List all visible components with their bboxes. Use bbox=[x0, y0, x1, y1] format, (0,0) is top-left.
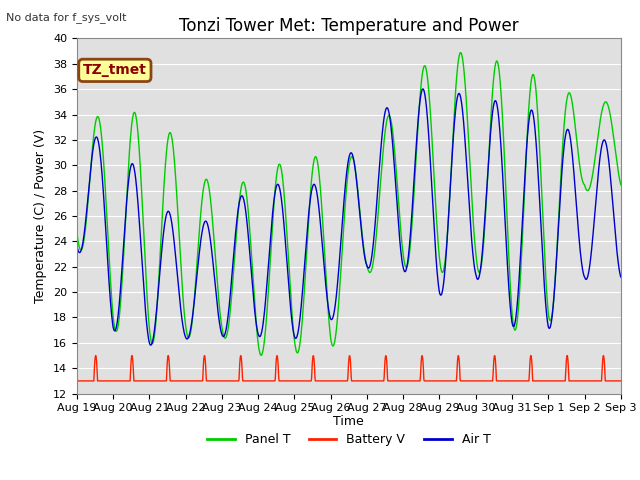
X-axis label: Time: Time bbox=[333, 415, 364, 428]
Air T bbox=[195, 261, 202, 266]
Line: Battery V: Battery V bbox=[77, 356, 621, 381]
Panel T bbox=[457, 50, 465, 56]
Battery V bbox=[617, 378, 625, 384]
Y-axis label: Temperature (C) / Power (V): Temperature (C) / Power (V) bbox=[35, 129, 47, 303]
Battery V bbox=[600, 353, 607, 359]
Panel T bbox=[73, 229, 81, 235]
Air T bbox=[181, 333, 189, 338]
Panel T bbox=[434, 230, 442, 236]
Air T bbox=[617, 274, 625, 280]
Air T bbox=[419, 86, 426, 92]
Text: No data for f_sys_volt: No data for f_sys_volt bbox=[6, 12, 127, 23]
Text: TZ_tmet: TZ_tmet bbox=[83, 63, 147, 77]
Panel T bbox=[180, 313, 188, 319]
Panel T bbox=[553, 248, 561, 253]
Battery V bbox=[504, 378, 512, 384]
Battery V bbox=[552, 378, 560, 384]
Battery V bbox=[180, 378, 188, 384]
Battery V bbox=[255, 378, 262, 384]
Panel T bbox=[617, 182, 625, 188]
Panel T bbox=[255, 344, 262, 350]
Line: Panel T: Panel T bbox=[77, 53, 621, 355]
Panel T bbox=[194, 249, 202, 255]
Air T bbox=[553, 250, 561, 255]
Battery V bbox=[73, 378, 81, 384]
Title: Tonzi Tower Met: Temperature and Power: Tonzi Tower Met: Temperature and Power bbox=[179, 17, 518, 36]
Battery V bbox=[194, 378, 202, 384]
Panel T bbox=[505, 255, 513, 261]
Line: Air T: Air T bbox=[77, 89, 621, 345]
Air T bbox=[434, 277, 442, 283]
Air T bbox=[147, 342, 155, 348]
Air T bbox=[255, 333, 263, 339]
Panel T bbox=[257, 352, 265, 358]
Legend: Panel T, Battery V, Air T: Panel T, Battery V, Air T bbox=[202, 428, 495, 451]
Air T bbox=[505, 286, 513, 292]
Battery V bbox=[433, 378, 441, 384]
Air T bbox=[73, 243, 81, 249]
